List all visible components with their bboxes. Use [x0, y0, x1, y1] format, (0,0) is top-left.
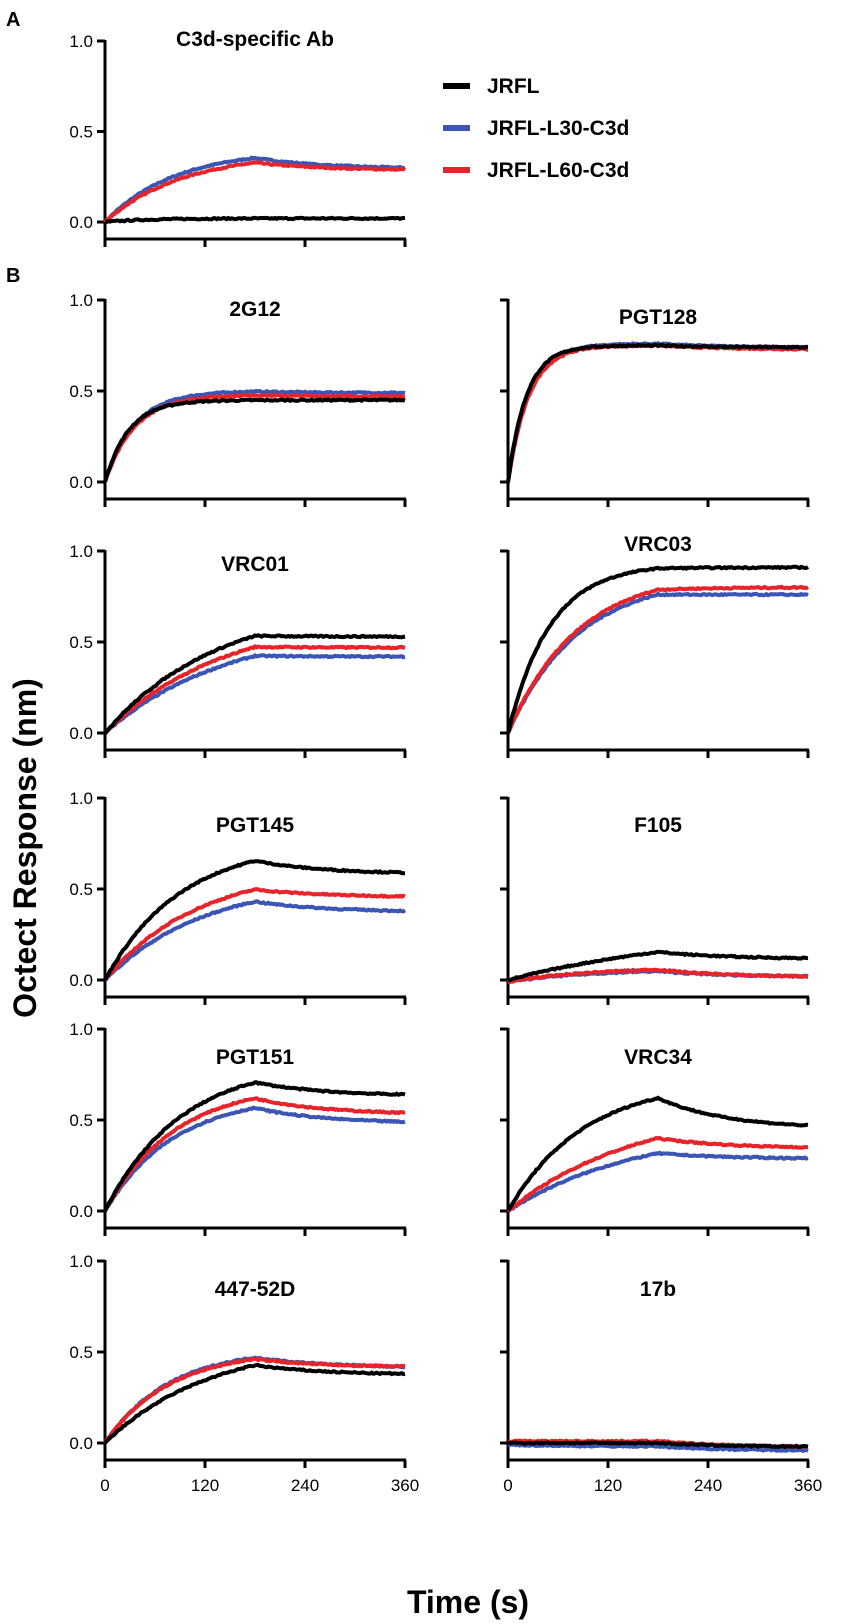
- series-line-jrfl: [506, 564, 810, 734]
- chart-pgt145: 0.0 0.5 1.0 PGT145: [69, 789, 407, 1005]
- chart-17b: 0 120 240 360 17b: [500, 1259, 822, 1495]
- chart-2g12: 0.0 0.5 1.0 2G12: [69, 291, 407, 507]
- series-line-jrfl-l60-c3d: [103, 392, 406, 483]
- legend-label-jrfl-l60-c3d: JRFL-L60-C3d: [487, 159, 629, 182]
- x-tick-label: 240: [694, 1476, 722, 1495]
- y-tick-label: 0.0: [69, 473, 93, 492]
- chart-title: VRC03: [624, 533, 692, 556]
- chart-c3d-specific-ab: 0.0 0.5 1.0 C3d-specific Ab: [69, 28, 407, 247]
- y-tick-label: 0.0: [69, 213, 93, 232]
- y-tick-label: 1.0: [69, 789, 93, 808]
- y-tick-label: 0.0: [69, 971, 93, 990]
- series-line-jrfl-l60-c3d: [103, 1356, 406, 1444]
- series-line-jrfl-l60-c3d: [506, 1135, 809, 1213]
- chart-447-52d: 0.0 0.5 1.0 0 120 240 360 447-52D: [69, 1252, 419, 1495]
- chart-title: F105: [634, 814, 682, 837]
- x-tick-label: 360: [391, 1476, 419, 1495]
- series-line-jrfl: [507, 949, 809, 983]
- y-tick-label: 1.0: [69, 32, 93, 51]
- chart-title: 447-52D: [215, 1278, 296, 1301]
- series-line-jrfl-l30-c3d: [103, 899, 407, 982]
- series-line-jrfl: [103, 1080, 406, 1212]
- series-line-jrfl-l60-c3d: [103, 644, 406, 735]
- y-tick-label: 0.5: [69, 123, 93, 142]
- series-line-jrfl-l60-c3d: [103, 1096, 406, 1213]
- x-tick-label: 240: [291, 1476, 319, 1495]
- chart-title: VRC34: [624, 1046, 692, 1069]
- panel-b-label: B: [6, 265, 20, 287]
- chart-f105: F105: [500, 796, 810, 1005]
- series-line-jrfl: [103, 859, 406, 981]
- legend-label-jrfl: JRFL: [487, 75, 540, 98]
- y-tick-label: 1.0: [69, 291, 93, 310]
- series-line-jrfl: [103, 1362, 406, 1445]
- y-tick-label: 0.5: [69, 1343, 93, 1362]
- x-axis-label: Time (s): [407, 1584, 529, 1620]
- x-tick-label: 0: [100, 1476, 109, 1495]
- x-tick-label: 0: [503, 1476, 512, 1495]
- series-line-jrfl: [103, 397, 406, 483]
- y-tick-label: 0.5: [69, 382, 93, 401]
- x-tick-label: 360: [794, 1476, 822, 1495]
- y-tick-label: 0.0: [69, 724, 93, 743]
- legend: JRFL JRFL-L30-C3d JRFL-L60-C3d: [443, 75, 629, 182]
- chart-vrc01: 0.0 0.5 1.0 VRC01: [69, 542, 407, 758]
- y-tick-label: 0.0: [69, 1434, 93, 1453]
- series-line-jrfl-l30-c3d: [506, 591, 809, 734]
- series-line-jrfl-l60-c3d: [507, 967, 809, 985]
- x-tick-label: 120: [191, 1476, 219, 1495]
- y-tick-label: 0.5: [69, 633, 93, 652]
- y-tick-label: 1.0: [69, 542, 93, 561]
- series-line-jrfl: [104, 215, 406, 224]
- chart-vrc03: VRC03: [500, 533, 810, 758]
- x-tick-label: 120: [594, 1476, 622, 1495]
- legend-label-jrfl-l30-c3d: JRFL-L30-C3d: [487, 117, 629, 140]
- series-line-jrfl-l30-c3d: [506, 1150, 809, 1213]
- series-line-jrfl-l60-c3d: [103, 160, 407, 224]
- chart-title: PGT145: [216, 814, 295, 837]
- chart-title: PGT151: [216, 1046, 295, 1069]
- chart-pgt128: PGT128: [500, 298, 810, 507]
- series-line-jrfl-l30-c3d: [103, 1105, 406, 1212]
- series-line-jrfl-l30-c3d: [103, 1355, 406, 1445]
- legend-entry-jrfl-l30-c3d: JRFL-L30-C3d: [443, 117, 629, 140]
- series-line-jrfl-l60-c3d: [506, 342, 809, 482]
- series-line-jrfl-l30-c3d: [507, 1442, 809, 1453]
- chart-title: PGT128: [619, 306, 698, 329]
- chart-pgt151: 0.0 0.5 1.0 PGT151: [69, 1020, 407, 1236]
- y-tick-label: 0.5: [69, 1111, 93, 1130]
- plots-area: 0.0 0.5 1.0 C3d-specific Ab 0.0 0.5 1.0 2G12 PGT…: [69, 28, 822, 1495]
- chart-title: 2G12: [229, 298, 280, 321]
- y-tick-label: 0.5: [69, 880, 93, 899]
- chart-title: 17b: [640, 1278, 676, 1301]
- legend-entry-jrfl: JRFL: [443, 75, 540, 98]
- series-line-jrfl-l60-c3d: [506, 584, 810, 734]
- chart-vrc34: VRC34: [500, 1027, 810, 1236]
- y-axis-label: Octect Response (nm): [7, 678, 43, 1018]
- panel-a-label: A: [6, 9, 20, 31]
- series-line-jrfl: [506, 1095, 809, 1212]
- series-line-jrfl: [506, 342, 809, 483]
- series-line-jrfl: [507, 1440, 809, 1450]
- legend-entry-jrfl-l60-c3d: JRFL-L60-C3d: [443, 159, 629, 182]
- y-tick-label: 0.0: [69, 1202, 93, 1221]
- series-line-jrfl: [103, 633, 406, 735]
- series-line-jrfl-l60-c3d: [103, 887, 406, 981]
- series-line-jrfl-l30-c3d: [103, 389, 406, 483]
- chart-title: VRC01: [221, 553, 289, 576]
- y-tick-label: 1.0: [69, 1020, 93, 1039]
- y-tick-label: 1.0: [69, 1252, 93, 1271]
- series-line-jrfl-l30-c3d: [104, 653, 406, 735]
- chart-title: C3d-specific Ab: [176, 28, 334, 51]
